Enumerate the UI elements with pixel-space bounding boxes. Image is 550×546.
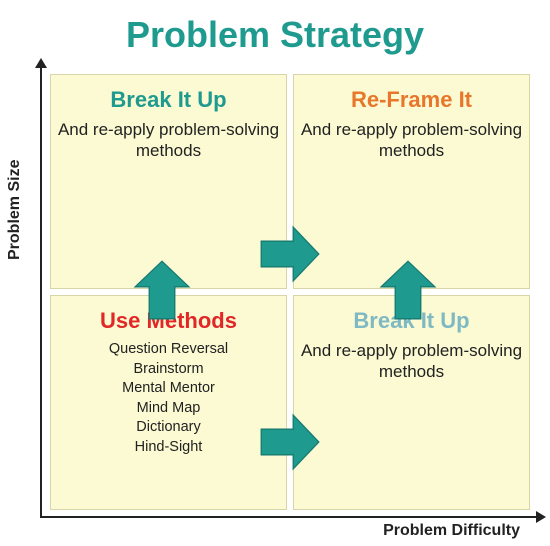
- quadrant-top-right: Re-Frame It And re-apply problem-solving…: [293, 74, 530, 289]
- quad-bl-methods: Question ReversalBrainstormMental Mentor…: [57, 340, 280, 457]
- quad-br-sub: And re-apply problem-solving methods: [300, 340, 523, 383]
- quadrant-grid: Break It Up And re-apply problem-solving…: [50, 74, 530, 510]
- x-axis-arrowhead: [536, 511, 546, 523]
- method-item: Mind Map: [57, 399, 280, 419]
- quadrant-bottom-right: Break It Up And re-apply problem-solving…: [293, 295, 530, 510]
- quadrant-bottom-left: Use Methods Question ReversalBrainstormM…: [50, 295, 287, 510]
- method-item: Hind-Sight: [57, 438, 280, 458]
- y-axis-label: Problem Size: [6, 160, 24, 260]
- method-item: Question Reversal: [57, 340, 280, 360]
- quadrant-top-left: Break It Up And re-apply problem-solving…: [50, 74, 287, 289]
- y-axis-line: [40, 66, 42, 518]
- quad-tl-title: Break It Up: [57, 87, 280, 113]
- x-axis-line: [40, 516, 538, 518]
- x-axis-label: Problem Difficulty: [383, 522, 520, 540]
- method-item: Mental Mentor: [57, 379, 280, 399]
- quad-br-title: Break It Up: [300, 308, 523, 334]
- method-item: Brainstorm: [57, 360, 280, 380]
- quad-tl-sub: And re-apply problem-solving methods: [57, 119, 280, 162]
- page-title: Problem Strategy: [0, 0, 550, 64]
- quad-tr-sub: And re-apply problem-solving methods: [300, 119, 523, 162]
- method-item: Dictionary: [57, 418, 280, 438]
- quad-bl-title: Use Methods: [57, 308, 280, 334]
- quad-tr-title: Re-Frame It: [300, 87, 523, 113]
- y-axis-arrowhead: [35, 58, 47, 68]
